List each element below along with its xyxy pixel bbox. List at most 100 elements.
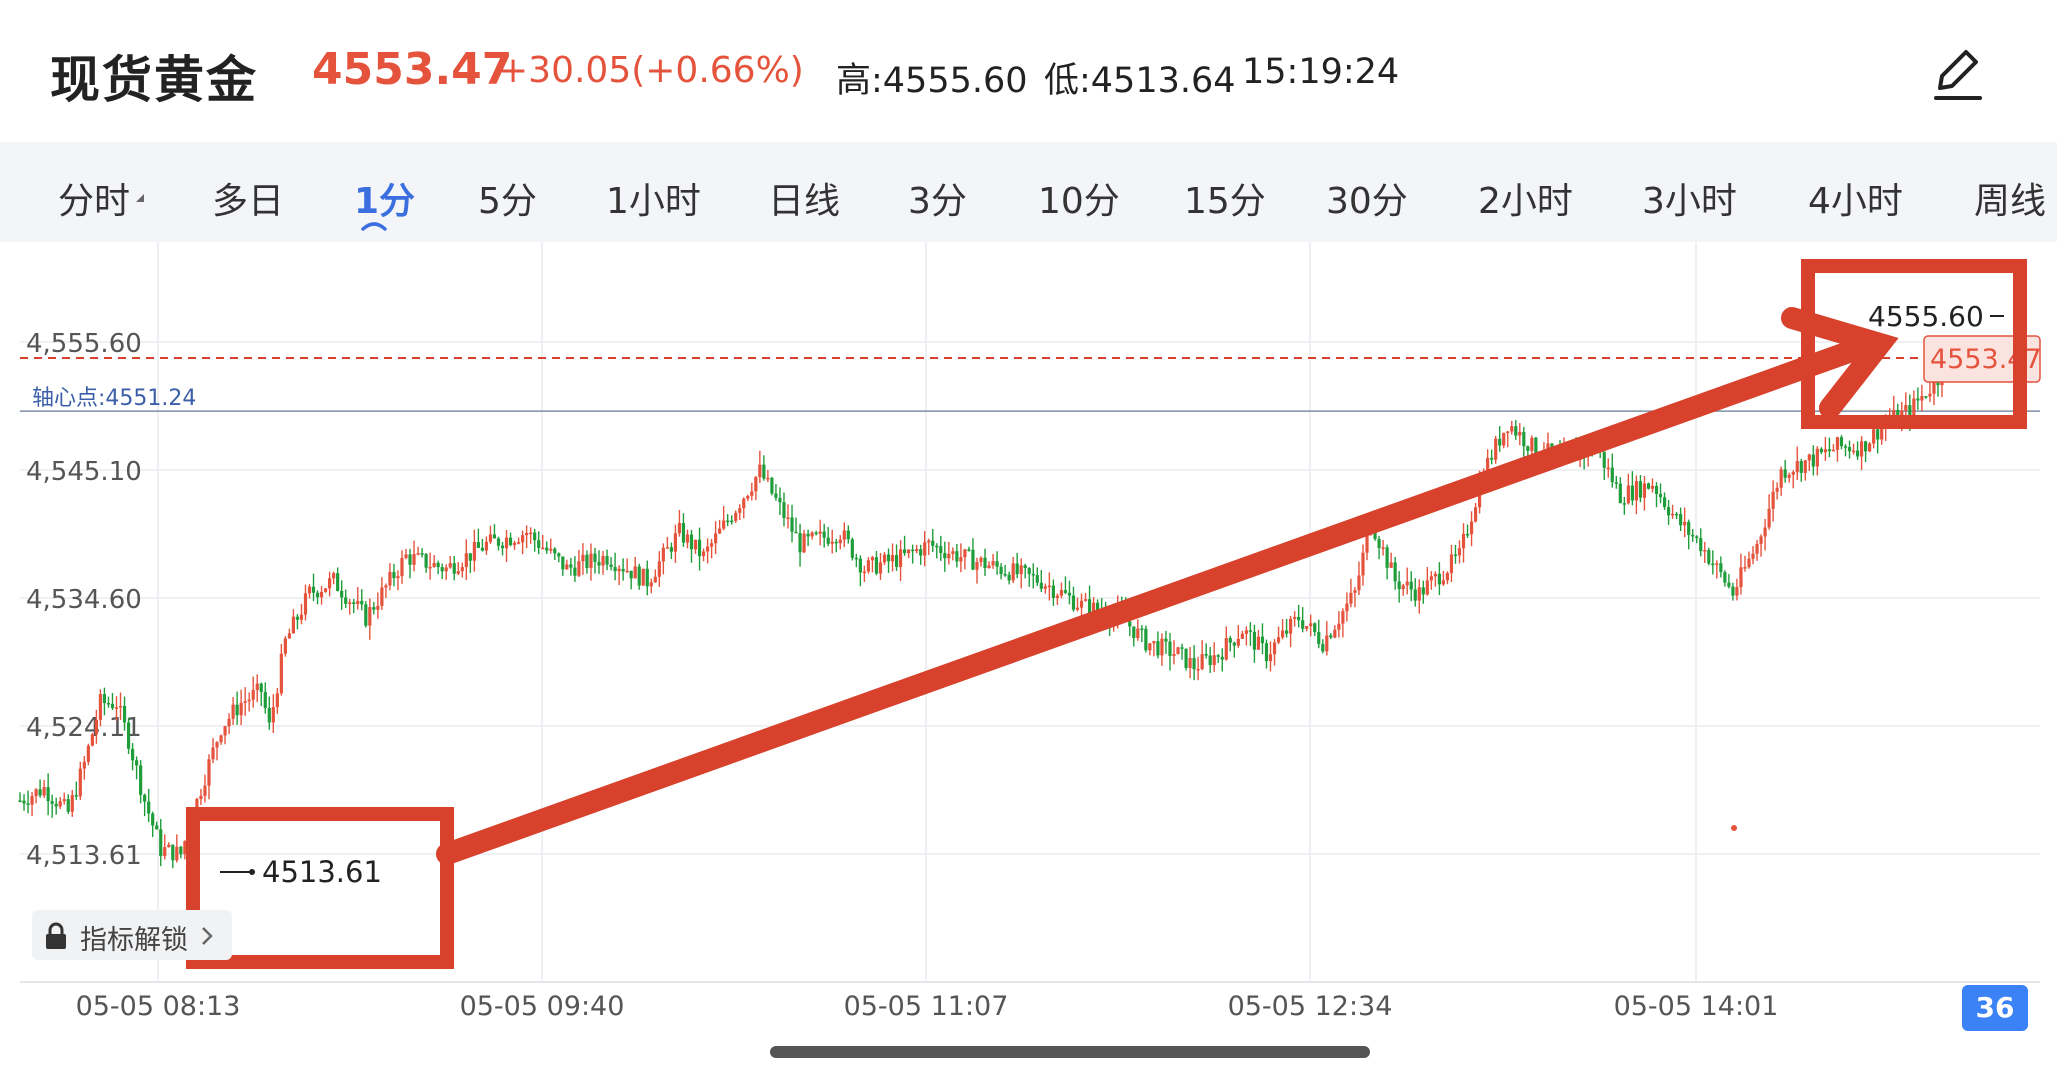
tab-10[interactable]: 2小时 <box>1478 181 1573 222</box>
candle-body <box>1208 655 1212 666</box>
candle-body <box>681 523 686 543</box>
candle-body <box>1079 600 1084 608</box>
tab-1[interactable]: 多日 <box>212 181 285 222</box>
candle-body <box>332 573 336 579</box>
tab-7[interactable]: 10分 <box>1038 181 1120 222</box>
candle-body <box>167 844 171 848</box>
candle-body <box>175 846 179 861</box>
candle-body <box>995 561 999 567</box>
edit-icon[interactable] <box>1930 44 1986 104</box>
tab-12[interactable]: 4小时 <box>1808 181 1903 222</box>
candle-body <box>1851 450 1856 453</box>
candle-body <box>1252 631 1257 650</box>
candle-body <box>1337 623 1341 630</box>
candle-body <box>975 562 979 570</box>
candle-body <box>328 578 332 589</box>
candle-body <box>762 464 766 479</box>
candle-body <box>786 517 790 520</box>
candle-body <box>1007 574 1011 581</box>
candle-body <box>870 557 875 561</box>
candle-body <box>271 707 275 723</box>
candle-body <box>533 532 537 541</box>
candle-body <box>1132 626 1136 639</box>
candle-body <box>488 534 493 542</box>
candle-body <box>1723 572 1727 583</box>
candle-body <box>585 554 589 568</box>
tab-6[interactable]: 3分 <box>908 181 967 222</box>
candle-body <box>1196 668 1200 671</box>
candle-body <box>1248 630 1253 632</box>
candle-body <box>392 571 396 579</box>
tab-0[interactable]: 分时 <box>58 181 131 222</box>
candle-body <box>790 517 794 532</box>
candle-body <box>1606 467 1610 470</box>
candle-body <box>1912 398 1916 418</box>
candle-body <box>311 586 316 593</box>
tab-2[interactable]: 1分 <box>354 181 416 222</box>
candle-body <box>1071 595 1076 610</box>
candle-body <box>1264 643 1269 662</box>
tab-9[interactable]: 30分 <box>1326 181 1408 222</box>
candle-body <box>211 747 215 760</box>
candle-body <box>404 554 408 558</box>
candle-body <box>1204 654 1208 656</box>
tab-5[interactable]: 日线 <box>768 181 841 222</box>
candle-body <box>794 531 798 534</box>
indicator-unlock-button[interactable]: 指标解锁 <box>32 910 232 960</box>
tab-3[interactable]: 5分 <box>478 181 537 222</box>
candle-body <box>734 512 738 521</box>
candle-body <box>886 554 891 562</box>
candle-body <box>1280 630 1285 638</box>
candle-body <box>1787 474 1791 478</box>
candle-body <box>1727 582 1731 587</box>
candle-body <box>1039 582 1043 589</box>
candle-body <box>46 787 50 802</box>
candle-body <box>1731 586 1735 596</box>
tab-8[interactable]: 15分 <box>1184 181 1266 222</box>
candle-body <box>1051 585 1055 598</box>
candle-body <box>1630 485 1634 501</box>
annotation-box-high <box>1801 259 2027 429</box>
candle-body <box>307 586 312 594</box>
candle-body <box>360 600 364 605</box>
indicator-unlock-label: 指标解锁 <box>80 925 188 956</box>
candle-body <box>802 533 806 553</box>
candle-body <box>1783 469 1787 478</box>
candle-body <box>295 616 300 620</box>
price-chart[interactable]: 4,513.61 4,524.11 4,534.60 4,545.10 4,555.60… <box>0 242 2057 1037</box>
candle-body <box>673 533 678 552</box>
candle-body <box>472 542 476 561</box>
candle-body <box>1240 633 1244 639</box>
candle-body <box>1747 558 1751 568</box>
candle-body <box>1027 568 1031 574</box>
tab-4[interactable]: 1小时 <box>606 181 701 222</box>
candle-body <box>62 799 66 802</box>
candle-body <box>850 539 854 558</box>
candle-body <box>1272 642 1277 655</box>
candle-body <box>456 571 460 574</box>
candle-body <box>1486 457 1490 481</box>
tab-13[interactable]: 周线 <box>1974 181 2047 222</box>
candle-body <box>1835 437 1840 450</box>
candle-body <box>746 495 750 499</box>
candle-body <box>862 571 866 574</box>
candle-body <box>1932 379 1936 394</box>
candle-body <box>1751 553 1755 559</box>
candle-body <box>943 553 947 559</box>
candle-body <box>139 765 143 795</box>
high-marker-label: 4555.60 <box>1868 300 1984 333</box>
candle-body <box>279 653 283 694</box>
candle-body <box>1457 548 1462 556</box>
candle-body <box>1212 655 1216 666</box>
pivot-label: 轴心点:4551.24 <box>32 386 196 411</box>
candle-body <box>645 568 649 587</box>
candle-body <box>199 795 203 800</box>
candle-body <box>617 568 621 572</box>
candle-body <box>697 539 702 557</box>
candle-body <box>179 846 183 855</box>
candle-body <box>822 531 826 538</box>
tab-11[interactable]: 3小时 <box>1642 181 1737 222</box>
candle-body <box>661 547 665 562</box>
candle-body <box>1514 426 1518 436</box>
candle-body <box>118 705 123 708</box>
